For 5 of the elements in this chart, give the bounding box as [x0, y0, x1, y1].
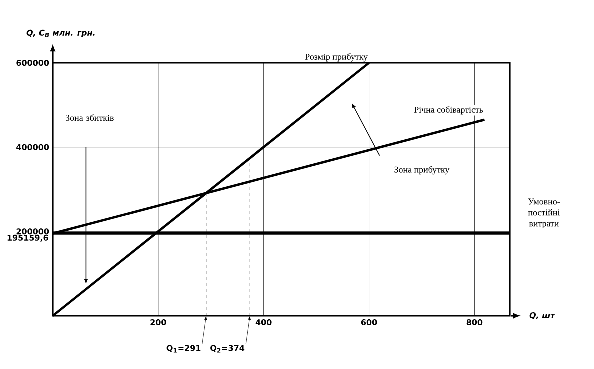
series-label: Річна собівартість — [414, 106, 484, 115]
annotation: Зона збитків — [66, 114, 114, 122]
annotation: Зона прибутку — [394, 166, 450, 175]
series-label: Розмір прибутку — [305, 53, 368, 62]
text: Умовно-постійні витрати — [528, 198, 560, 229]
